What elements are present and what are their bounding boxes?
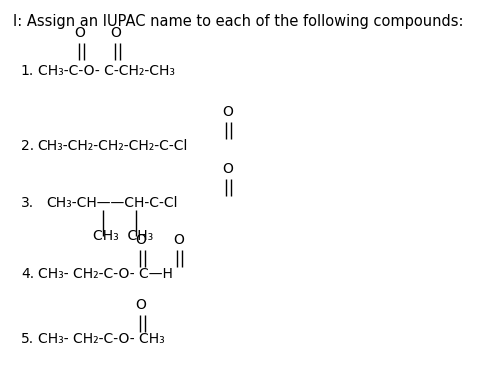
- Text: 3.: 3.: [21, 196, 34, 210]
- Text: I: Assign an IUPAC name to each of the following compounds:: I: Assign an IUPAC name to each of the f…: [12, 14, 463, 29]
- Text: O: O: [222, 105, 233, 119]
- Text: CH₃-CH₂-CH₂-CH₂-C-Cl: CH₃-CH₂-CH₂-CH₂-C-Cl: [37, 139, 188, 153]
- Text: 1.: 1.: [21, 64, 34, 78]
- Text: CH₃- CH₂-C-O- C—H: CH₃- CH₂-C-O- C—H: [37, 267, 172, 281]
- Text: CH₃-C-O- C-CH₂-CH₃: CH₃-C-O- C-CH₂-CH₃: [37, 64, 175, 78]
- Text: CH₃-CH——CH-C-Cl: CH₃-CH——CH-C-Cl: [46, 196, 177, 210]
- Text: O: O: [173, 233, 184, 247]
- Text: O: O: [135, 298, 146, 312]
- Text: 2.: 2.: [21, 139, 34, 153]
- Text: O: O: [111, 26, 122, 40]
- Text: O: O: [222, 162, 233, 176]
- Text: 4.: 4.: [21, 267, 34, 281]
- Text: O: O: [135, 233, 146, 247]
- Text: O: O: [75, 26, 86, 40]
- Text: CH₃- CH₂-C-O- CH₃: CH₃- CH₂-C-O- CH₃: [37, 332, 164, 346]
- Text: 5.: 5.: [21, 332, 34, 346]
- Text: CH₃  CH₃: CH₃ CH₃: [93, 229, 153, 243]
